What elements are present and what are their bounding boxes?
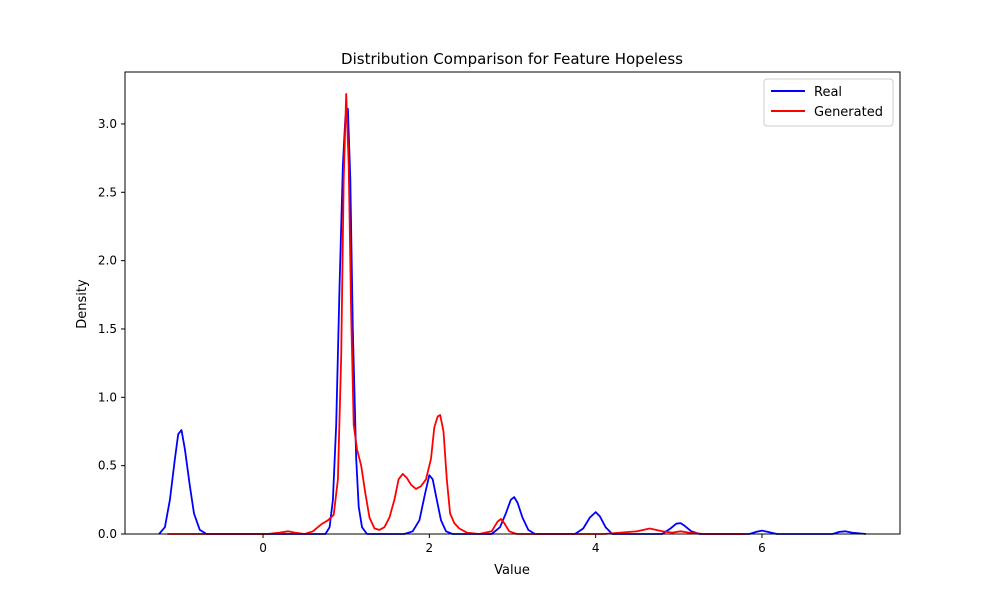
x-axis-label: Value <box>494 563 530 578</box>
y-axis-ticks: 0.0 0.5 1.0 1.5 2.0 2.5 3.0 <box>98 117 125 541</box>
y-tick-label: 1.5 <box>98 322 117 336</box>
plot-area-frame <box>124 71 901 535</box>
x-tick-label: 2 <box>426 541 434 555</box>
x-tick-label: 6 <box>758 541 766 555</box>
legend-label-generated: Generated <box>814 105 883 120</box>
y-tick-label: 0.5 <box>98 459 117 473</box>
legend-label-real: Real <box>814 85 842 100</box>
y-tick-label: 0.0 <box>98 527 117 541</box>
chart-title: Distribution Comparison for Feature Hope… <box>341 50 683 68</box>
y-tick-label: 2.5 <box>98 185 117 199</box>
y-tick-label: 2.0 <box>98 254 117 268</box>
legend: Real Generated <box>763 78 894 127</box>
y-tick-label: 1.0 <box>98 390 117 404</box>
y-tick-label: 3.0 <box>98 117 117 131</box>
x-axis-ticks: 0 2 4 6 <box>259 534 766 555</box>
x-tick-label: 0 <box>259 541 267 555</box>
x-tick-label: 4 <box>592 541 600 555</box>
y-axis-label: Density <box>75 279 90 329</box>
axes-frame <box>124 71 901 535</box>
